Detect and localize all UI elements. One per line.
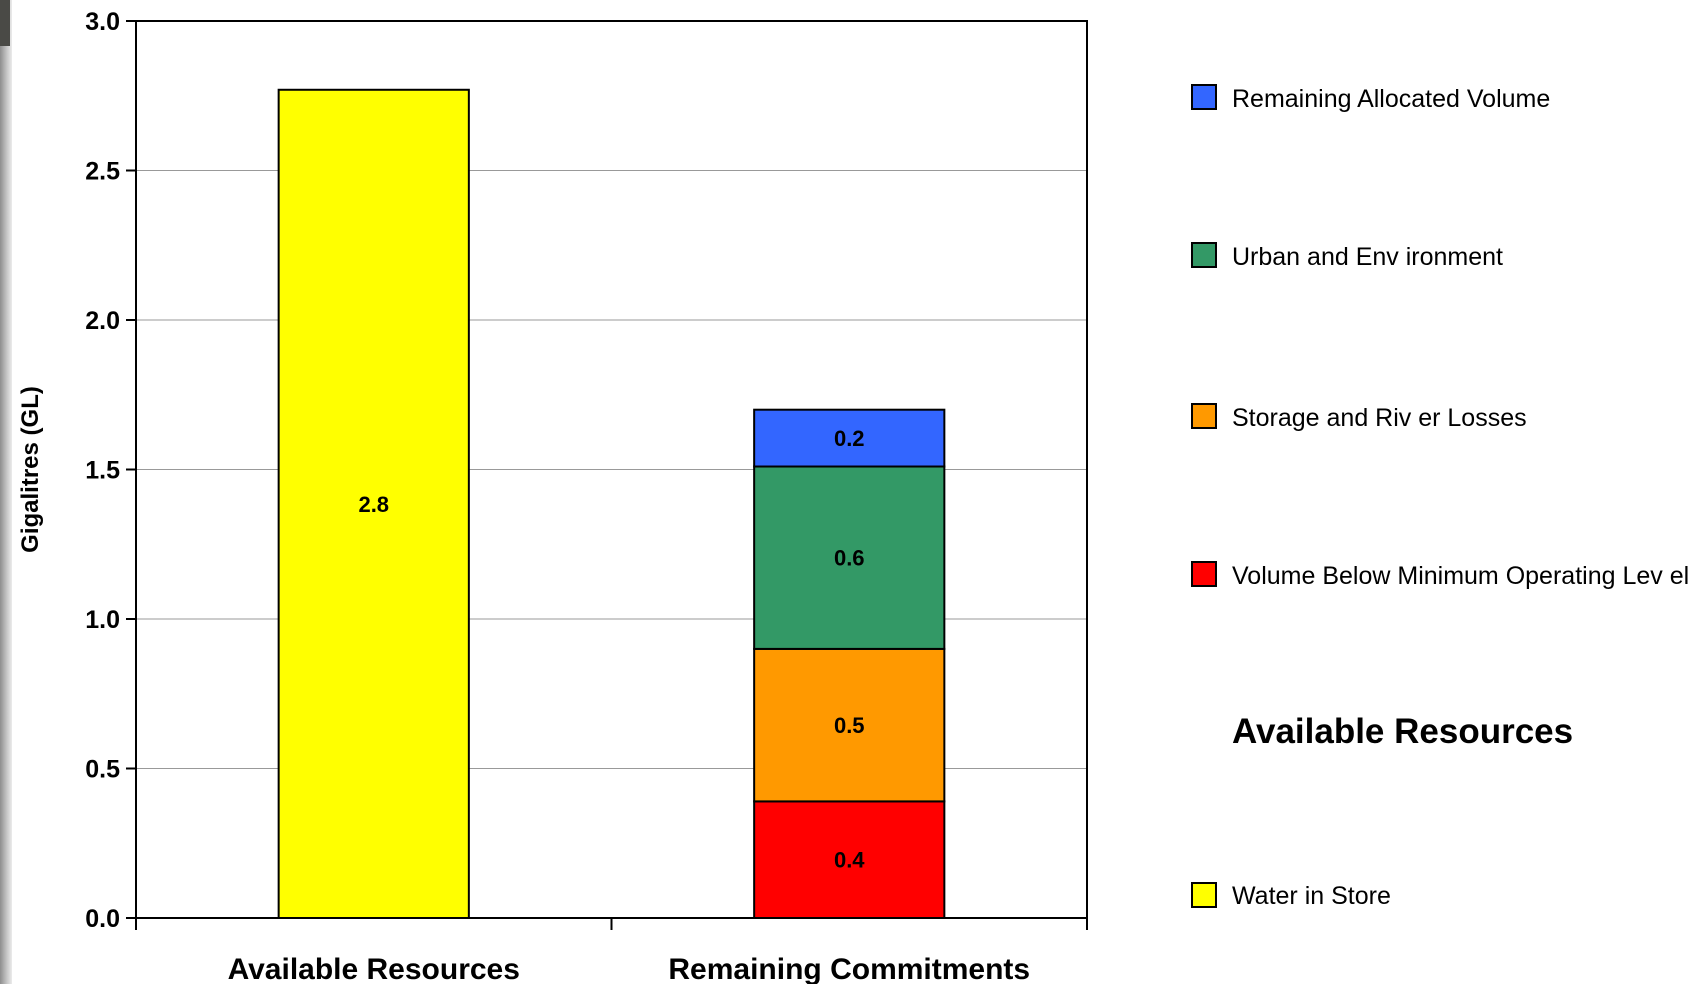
bar-value-label: 0.5: [834, 713, 865, 738]
y-axis-ticks: 0.0 0.5 1.0 1.5 2.0 2.5 3.0: [85, 8, 136, 933]
bar-value-label: 0.4: [834, 848, 865, 873]
y-tick-label: 0.0: [85, 905, 120, 933]
y-tick-label: 0.5: [85, 756, 120, 784]
bars: [277, 88, 946, 920]
x-category-label: Available Resources: [228, 953, 520, 984]
legend: Remaining Allocated Volume Urban and Env …: [1191, 84, 1689, 910]
legend-entry-label: Water in Store: [1232, 882, 1391, 910]
x-axis-ticks: Available Resources Remaining Commitments: [135, 918, 1088, 984]
bar-data-labels: 2.8 0.4 0.5 0.6 0.2: [358, 426, 865, 873]
legend-swatch: [1191, 882, 1217, 908]
legend-heading: Available Resources: [1232, 712, 1573, 751]
y-tick-label: 2.0: [85, 307, 120, 335]
legend-entry-label: Volume Below Minimum Operating Lev el: [1232, 562, 1689, 590]
bar-value-label: 0.6: [834, 546, 865, 571]
y-axis-label: Gigalitres (GL): [17, 386, 44, 553]
y-tick-label: 2.5: [85, 158, 120, 186]
bar-segment: [753, 408, 946, 468]
legend-entry-label: Storage and Riv er Losses: [1232, 404, 1527, 432]
legend-swatch: [1191, 403, 1217, 429]
y-tick-label: 1.5: [85, 457, 120, 485]
legend-swatch: [1191, 242, 1217, 268]
bar-value-label: 0.2: [834, 426, 865, 451]
bar-segment: [753, 647, 946, 803]
bar-segment: [753, 465, 946, 650]
x-category-label: Remaining Commitments: [668, 953, 1030, 984]
legend-swatch: [1191, 84, 1217, 110]
bar-segment: [753, 800, 946, 920]
legend-entry-label: Urban and Env ironment: [1232, 243, 1503, 271]
y-tick-label: 1.0: [85, 606, 120, 634]
left-edge-strip: [0, 0, 12, 984]
legend-entry-label: Remaining Allocated Volume: [1232, 85, 1550, 113]
bar-value-label: 2.8: [358, 492, 389, 517]
y-tick-label: 3.0: [85, 8, 120, 36]
left-edge-corner: [0, 0, 10, 46]
legend-swatch: [1191, 561, 1217, 587]
